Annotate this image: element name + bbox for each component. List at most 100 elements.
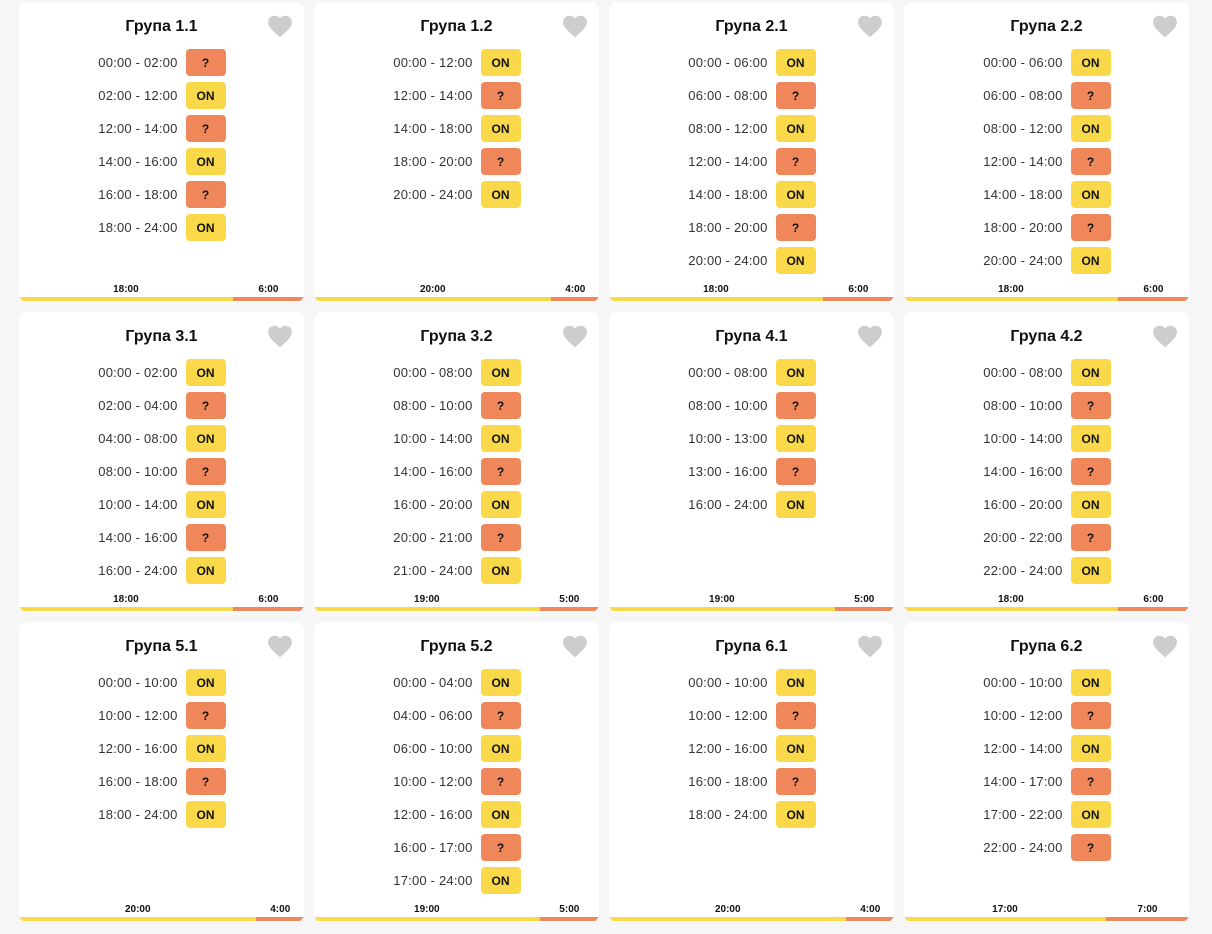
status-badge-unknown: ?: [775, 82, 816, 109]
time-range: 16:00 - 18:00: [98, 187, 178, 202]
unknown-duration-label: 5:00: [559, 594, 580, 605]
schedule-list: 00:00 - 08:00 ON 08:00 - 10:00? 10:00 - 13:…: [609, 356, 894, 521]
favorite-heart-icon[interactable]: [857, 324, 883, 348]
favorite-heart-icon[interactable]: [1152, 324, 1178, 348]
on-duration-label: 18:00: [703, 284, 729, 295]
time-range: 02:00 - 04:00: [98, 398, 178, 413]
status-badge-on: ON: [185, 148, 226, 175]
unknown-duration-label: 6:00: [258, 284, 279, 295]
status-badge-unknown: ?: [185, 458, 226, 485]
time-range: 00:00 - 06:00: [688, 55, 768, 70]
favorite-heart-icon[interactable]: [562, 634, 588, 658]
schedule-list: 00:00 - 04:00 ON 04:00 - 06:00? 06:00 - 10:…: [314, 666, 599, 897]
schedule-row: 14:00 - 16:00?: [393, 455, 521, 488]
schedule-row: 00:00 - 08:00 ON: [983, 356, 1111, 389]
schedule-row: 18:00 - 20:00?: [688, 211, 816, 244]
on-duration-label: 20:00: [714, 904, 741, 915]
time-range: 00:00 - 08:00: [393, 365, 473, 380]
group-title: Група 2.2: [1010, 18, 1083, 35]
on-duration-label: 20:00: [124, 904, 151, 915]
group-card: Група 1.2 00:00 - 12:00 ON 12:00 - 14:00? 1…: [314, 2, 599, 302]
time-range: 18:00 - 24:00: [688, 807, 768, 822]
schedule-row: 00:00 - 08:00 ON: [393, 356, 521, 389]
schedule-row: 08:00 - 10:00?: [688, 389, 816, 422]
favorite-heart-icon[interactable]: [857, 634, 883, 658]
favorite-heart-icon[interactable]: [562, 324, 588, 348]
status-badge-on: ON: [775, 115, 816, 142]
schedule-row: 00:00 - 06:00 ON: [688, 46, 816, 79]
schedule-row: 10:00 - 14:00 ON: [393, 422, 521, 455]
time-range: 18:00 - 24:00: [98, 220, 178, 235]
status-badge-on: ON: [480, 735, 521, 762]
unknown-duration-label: 4:00: [270, 904, 291, 915]
unknown-duration-segment: 6:00: [822, 284, 894, 301]
schedule-row: 14:00 - 18:00 ON: [688, 178, 816, 211]
status-badge-unknown: ?: [775, 702, 816, 729]
schedule-row: 18:00 - 24:00 ON: [98, 798, 226, 831]
time-range: 14:00 - 18:00: [983, 187, 1063, 202]
summary-bar: 20:00 4:00: [314, 284, 599, 301]
schedule-row: 22:00 - 24:00 ON: [983, 554, 1111, 587]
status-badge-on: ON: [185, 82, 226, 109]
time-range: 08:00 - 10:00: [393, 398, 473, 413]
status-badge-on: ON: [775, 425, 816, 452]
unknown-duration-segment: 4:00: [846, 904, 894, 921]
favorite-heart-icon[interactable]: [267, 14, 293, 38]
unknown-duration-segment: 6:00: [1117, 594, 1189, 611]
time-range: 14:00 - 17:00: [983, 774, 1063, 789]
schedule-row: 00:00 - 06:00 ON: [983, 46, 1111, 79]
schedule-list: 00:00 - 02:00? 02:00 - 12:00 ON 12:00 - 14:…: [19, 46, 304, 244]
schedule-row: 16:00 - 20:00 ON: [393, 488, 521, 521]
schedule-row: 00:00 - 02:00 ON: [98, 356, 226, 389]
time-range: 10:00 - 14:00: [98, 497, 178, 512]
favorite-heart-icon[interactable]: [267, 324, 293, 348]
schedule-row: 13:00 - 16:00?: [688, 455, 816, 488]
status-badge-on: ON: [480, 557, 521, 584]
status-badge-on: ON: [1070, 735, 1111, 762]
unknown-duration-label: 6:00: [1143, 594, 1164, 605]
schedule-row: 12:00 - 14:00?: [393, 79, 521, 112]
status-badge-on: ON: [1070, 669, 1111, 696]
status-badge-unknown: ?: [480, 392, 521, 419]
status-badge-on: ON: [480, 359, 521, 386]
favorite-heart-icon[interactable]: [857, 14, 883, 38]
group-card: Група 1.1 00:00 - 02:00? 02:00 - 12:00 ON 1…: [19, 2, 304, 302]
on-duration-segment: 18:00: [904, 594, 1118, 611]
favorite-heart-icon[interactable]: [1152, 14, 1178, 38]
group-card: Група 2.1 00:00 - 06:00 ON 06:00 - 08:00? 0…: [609, 2, 894, 302]
status-badge-on: ON: [185, 425, 226, 452]
schedule-row: 12:00 - 14:00?: [688, 145, 816, 178]
unknown-duration-segment: 5:00: [539, 904, 599, 921]
status-badge-on: ON: [185, 491, 226, 518]
schedule-row: 18:00 - 24:00 ON: [98, 211, 226, 244]
favorite-heart-icon[interactable]: [1152, 634, 1178, 658]
schedule-list: 00:00 - 02:00 ON 02:00 - 04:00? 04:00 - 08:…: [19, 356, 304, 587]
time-range: 12:00 - 14:00: [983, 154, 1063, 169]
status-badge-on: ON: [775, 491, 816, 518]
status-badge-on: ON: [480, 801, 521, 828]
schedule-row: 00:00 - 10:00 ON: [98, 666, 226, 699]
time-range: 00:00 - 08:00: [688, 365, 768, 380]
status-badge-on: ON: [1070, 425, 1111, 452]
status-badge-unknown: ?: [775, 214, 816, 241]
time-range: 08:00 - 12:00: [983, 121, 1063, 136]
status-badge-on: ON: [480, 115, 521, 142]
schedule-row: 08:00 - 10:00?: [983, 389, 1111, 422]
favorite-heart-icon[interactable]: [267, 634, 293, 658]
schedule-row: 06:00 - 10:00 ON: [393, 732, 521, 765]
favorite-heart-icon[interactable]: [562, 14, 588, 38]
status-badge-on: ON: [185, 735, 226, 762]
status-badge-unknown: ?: [185, 768, 226, 795]
summary-bar: 18:00 6:00: [609, 284, 894, 301]
time-range: 13:00 - 16:00: [688, 464, 768, 479]
time-range: 04:00 - 08:00: [98, 431, 178, 446]
on-duration-segment: 18:00: [609, 284, 823, 301]
schedule-list: 00:00 - 10:00 ON 10:00 - 12:00? 12:00 - 16:…: [19, 666, 304, 831]
time-range: 00:00 - 10:00: [98, 675, 178, 690]
schedule-list: 00:00 - 08:00 ON 08:00 - 10:00? 10:00 - 14:…: [904, 356, 1189, 587]
time-range: 20:00 - 24:00: [393, 187, 473, 202]
summary-bar: 18:00 6:00: [19, 594, 304, 611]
schedule-row: 08:00 - 10:00?: [98, 455, 226, 488]
time-range: 18:00 - 20:00: [688, 220, 768, 235]
status-badge-unknown: ?: [1070, 834, 1111, 861]
